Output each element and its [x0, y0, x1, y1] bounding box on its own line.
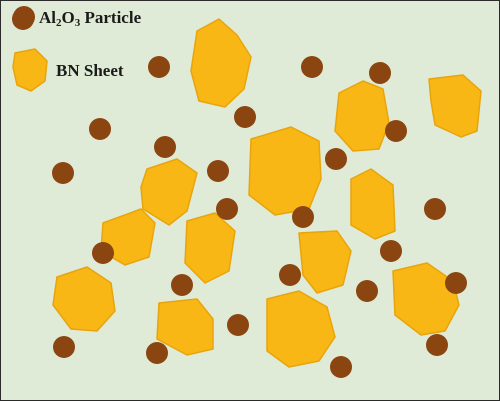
al2o3-particle-16	[171, 274, 193, 296]
formula-o: O	[61, 8, 75, 27]
al2o3-particle-17	[279, 264, 301, 286]
bn-sheet-layer	[52, 18, 482, 368]
legend-marks	[12, 8, 48, 92]
formula-subscript-3: 3	[74, 17, 81, 29]
legend-al2o3-particle-label: Al2O3 Particle	[39, 8, 141, 29]
legend-bn-sheet-label: BN Sheet	[56, 61, 124, 80]
formula-al: Al	[39, 8, 56, 27]
bn-sheet-5	[140, 158, 198, 226]
al2o3-particle-5	[234, 106, 256, 128]
bn-sheet-4	[248, 126, 322, 216]
bn-sheet-8	[350, 168, 396, 240]
bn-sheet-10	[52, 266, 116, 332]
al2o3-particle-21	[146, 342, 168, 364]
al2o3-particle-9	[385, 120, 407, 142]
al2o3-particle-1	[89, 118, 111, 140]
al2o3-particle-4	[207, 160, 229, 182]
al2o3-particle-14	[92, 242, 114, 264]
legend-particle-marker	[12, 8, 34, 30]
al2o3-particle-8	[369, 62, 391, 84]
bn-sheet-7	[184, 212, 236, 284]
formula-subscript-2: 2	[56, 17, 62, 29]
al2o3-particle-2	[52, 162, 74, 184]
al2o3-particle-13	[424, 198, 446, 220]
al2o3-particle-7	[301, 56, 323, 78]
al2o3-particle-15	[380, 240, 402, 262]
bn-sheet-1	[190, 18, 252, 108]
bn-sheet-9	[298, 230, 352, 294]
al2o3-particle-20	[53, 336, 75, 358]
al2o3-particle-22	[227, 314, 249, 336]
bn-sheet-12	[266, 290, 336, 368]
legend-sheet-marker	[12, 48, 48, 92]
al2o3-particle-18	[356, 280, 378, 302]
particle-word: Particle	[80, 8, 142, 27]
al2o3-particle-3	[154, 136, 176, 158]
al2o3-particle-10	[325, 148, 347, 170]
al2o3-particle-layer	[13, 6, 467, 378]
al2o3-particle-6	[148, 56, 170, 78]
bn-sheet-13	[392, 262, 460, 336]
bn-sheet-3	[428, 74, 482, 138]
al2o3-particle-23	[330, 356, 352, 378]
al2o3-particle-11	[216, 198, 238, 220]
bn-sheet-2	[334, 80, 390, 152]
al2o3-particle-12	[292, 206, 314, 228]
bn-sheet-11	[156, 298, 214, 356]
al2o3-particle-19	[445, 272, 467, 294]
al2o3-particle-24	[426, 334, 448, 356]
